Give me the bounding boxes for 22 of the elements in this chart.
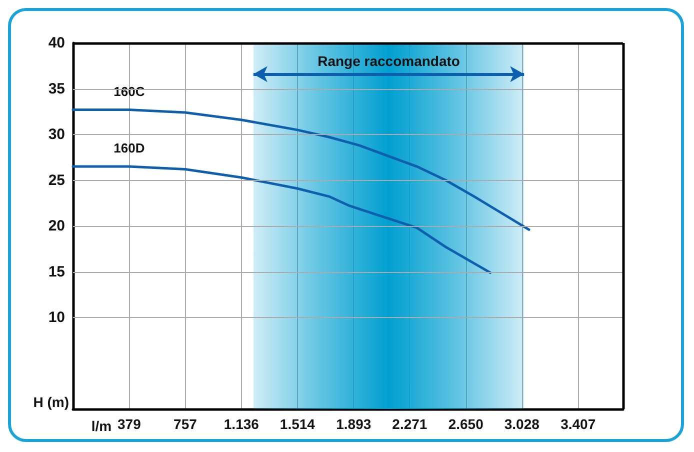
x-tick-label: 3.407 (560, 416, 596, 432)
line-series (72, 165, 492, 274)
y-tick-label: 35 (48, 80, 65, 98)
y-tick-label: 20 (48, 218, 65, 234)
x-tick-label: 1.514 (280, 416, 316, 432)
y-tick-label: 30 (48, 126, 65, 143)
x-tick-label: 2.271 (392, 416, 428, 432)
x-axis-title: l/m (91, 418, 112, 434)
x-tick-label: 757 (174, 416, 198, 432)
y-tick-label: 25 (48, 172, 65, 189)
y-axis-title: H (m) (33, 394, 69, 410)
x-tick-label: 1.893 (336, 416, 372, 432)
y-tick-label: 15 (48, 263, 65, 280)
y-tick-label: 10 (48, 309, 65, 326)
x-tick-label: 2.650 (448, 416, 484, 432)
x-tick-label: 3.028 (504, 416, 540, 432)
y-tick-label: 40 (48, 34, 65, 52)
line-series (72, 108, 530, 231)
series-label: 160D (114, 140, 145, 156)
band-label: Range raccomandato (318, 53, 460, 70)
x-tick-label: 1.136 (224, 416, 260, 432)
x-tick-label: 379 (118, 416, 142, 432)
